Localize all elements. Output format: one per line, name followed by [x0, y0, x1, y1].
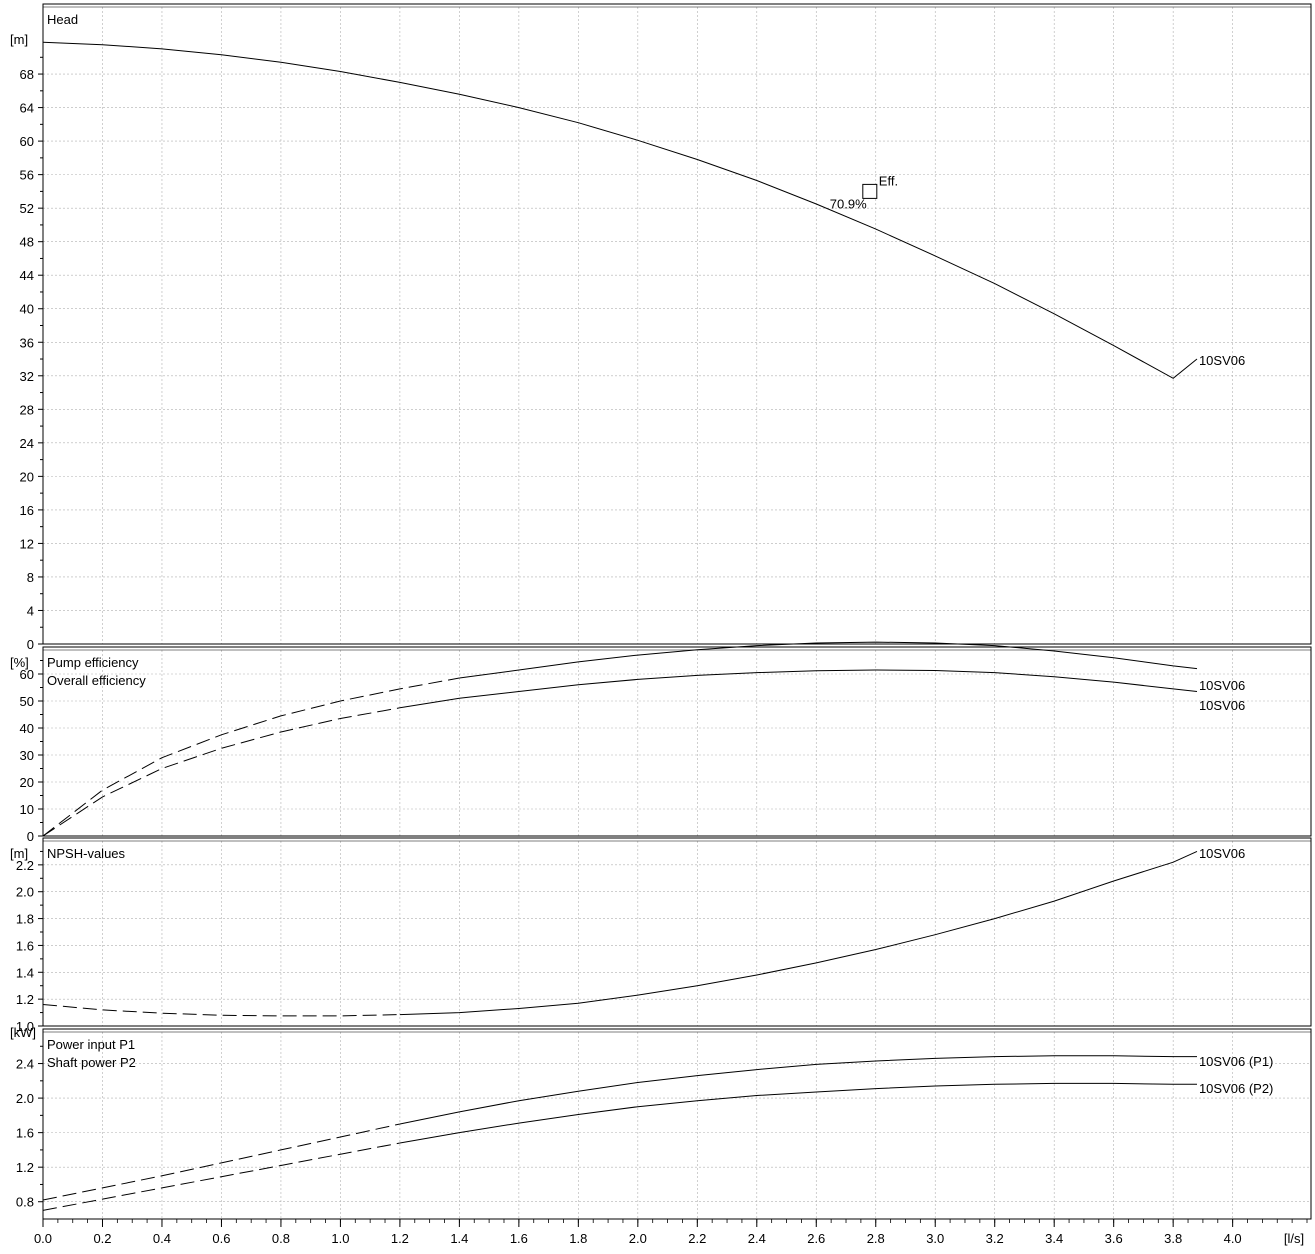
y-tick-label: 20: [20, 775, 34, 790]
panel-frames-layer: [42, 3, 1312, 1220]
x-tick-label: 2.2: [688, 1231, 706, 1246]
y-tick-label: 24: [20, 436, 34, 451]
panel-frame-2: [42, 646, 1312, 837]
efficiency-annotation-label: Eff.: [879, 173, 898, 188]
y-tick-label: 32: [20, 369, 34, 384]
y-tick-label: 28: [20, 402, 34, 417]
y-axis-unit-label: [m]: [10, 846, 28, 861]
series-line-dashed-10sv06: [42, 707, 400, 837]
y-tick-label: 60: [20, 134, 34, 149]
y-tick-label: 1.8: [16, 912, 34, 927]
y-tick-label: 2.0: [16, 885, 34, 900]
panel-frame-1: [42, 3, 1312, 645]
series-line-dashed-10sv06-p1: [42, 1123, 401, 1201]
y-tick-label: 0: [27, 637, 34, 652]
series-line-10sv06-p1: [399, 1055, 1197, 1125]
y-tick-label: 60: [20, 667, 34, 682]
y-tick-label: 40: [20, 721, 34, 736]
x-tick-label: 4.0: [1224, 1231, 1242, 1246]
series-line-dashed-10sv06-p2: [42, 1142, 400, 1211]
x-tick-label: 3.6: [1105, 1231, 1123, 1246]
series-line-10sv06: [459, 641, 1198, 679]
panel-frame-3: [42, 837, 1312, 1027]
y-tick-label: 44: [20, 268, 34, 283]
x-tick-label: 0.8: [272, 1231, 290, 1246]
y-axis-unit-label: [kW]: [10, 1025, 36, 1040]
panel-subtitle-overall-efficiency: Overall efficiency: [47, 673, 146, 688]
series-label-10sv06: 10SV06: [1199, 353, 1245, 368]
y-tick-label: 1.4: [16, 965, 34, 980]
y-tick-label: 20: [20, 469, 34, 484]
panel-title-head: Head: [47, 12, 78, 27]
y-tick-label: 1.6: [16, 938, 34, 953]
x-tick-label: 0.6: [212, 1231, 230, 1246]
x-tick-label: 1.8: [569, 1231, 587, 1246]
y-tick-label: 2.0: [16, 1091, 34, 1106]
y-tick-label: 52: [20, 201, 34, 216]
text-layer: 048121620242832364044485256606468[m]Head…: [10, 12, 1304, 1246]
y-tick-label: 2.4: [16, 1057, 34, 1072]
efficiency-annotation-value: 70.9%: [830, 196, 867, 211]
series-label-10sv06-p2: 10SV06 (P2): [1199, 1081, 1273, 1096]
x-tick-label: 1.2: [391, 1231, 409, 1246]
series-label-10sv06-p1: 10SV06 (P1): [1199, 1054, 1273, 1069]
series-line-10sv06: [399, 850, 1198, 1016]
y-tick-label: 64: [20, 101, 34, 116]
series-label-10sv06: 10SV06: [1199, 678, 1245, 693]
x-tick-label: 1.4: [450, 1231, 468, 1246]
y-tick-label: 2.2: [16, 858, 34, 873]
y-tick-label: 68: [20, 67, 34, 82]
efficiency-marker: [862, 183, 878, 199]
panel-title-pump-efficiency: Pump efficiency: [47, 655, 139, 670]
x-tick-label: 0.2: [93, 1231, 111, 1246]
series-line-10sv06: [399, 669, 1198, 709]
x-tick-label: 2.6: [807, 1231, 825, 1246]
panel-title-npsh-values: NPSH-values: [47, 846, 126, 861]
x-tick-label: 1.6: [510, 1231, 528, 1246]
x-tick-label: 2.8: [867, 1231, 885, 1246]
panel-subtitle-shaft-power-p2: Shaft power P2: [47, 1055, 136, 1070]
x-tick-label: 2.4: [748, 1231, 766, 1246]
panel-frame-4: [42, 1028, 1312, 1220]
x-axis-unit-label: [l/s]: [1284, 1231, 1304, 1246]
x-tick-label: 3.8: [1164, 1231, 1182, 1246]
x-tick-label: 3.0: [926, 1231, 944, 1246]
x-tick-label: 0.4: [153, 1231, 171, 1246]
x-tick-label: 2.0: [629, 1231, 647, 1246]
y-tick-label: 10: [20, 802, 34, 817]
y-tick-label: 16: [20, 503, 34, 518]
y-tick-label: 0: [27, 829, 34, 844]
series-line-dashed-10sv06: [42, 677, 460, 837]
y-tick-label: 1.0: [16, 1019, 34, 1034]
x-tick-label: 3.2: [986, 1231, 1004, 1246]
y-tick-label: 40: [20, 302, 34, 317]
y-tick-label: 1.2: [16, 992, 34, 1007]
y-tick-label: 4: [27, 603, 34, 618]
x-tick-label: 1.0: [331, 1231, 349, 1246]
y-tick-label: 0.8: [16, 1195, 34, 1210]
series-line-10sv06-p2: [399, 1082, 1197, 1144]
series-label-10sv06: 10SV06: [1199, 846, 1245, 861]
y-axis-unit-label: [%]: [10, 655, 29, 670]
y-tick-label: 1.2: [16, 1160, 34, 1175]
ticks-layer: [38, 56, 1311, 1227]
y-tick-label: 12: [20, 536, 34, 551]
y-tick-label: 36: [20, 335, 34, 350]
y-tick-label: 30: [20, 748, 34, 763]
x-tick-label: 0.0: [34, 1231, 52, 1246]
y-tick-label: 1.6: [16, 1126, 34, 1141]
y-axis-unit-label: [m]: [10, 32, 28, 47]
grid-layer: [42, 7, 1311, 1219]
y-tick-label: 48: [20, 235, 34, 250]
series-label-10sv06: 10SV06: [1199, 698, 1245, 713]
x-tick-label: 3.4: [1045, 1231, 1063, 1246]
y-tick-label: 50: [20, 694, 34, 709]
series-layer: [42, 41, 1198, 1211]
y-tick-label: 56: [20, 168, 34, 183]
y-tick-label: 8: [27, 570, 34, 585]
panel-title-power-input-p1: Power input P1: [47, 1037, 135, 1052]
series-line-10sv06: [42, 41, 1198, 379]
